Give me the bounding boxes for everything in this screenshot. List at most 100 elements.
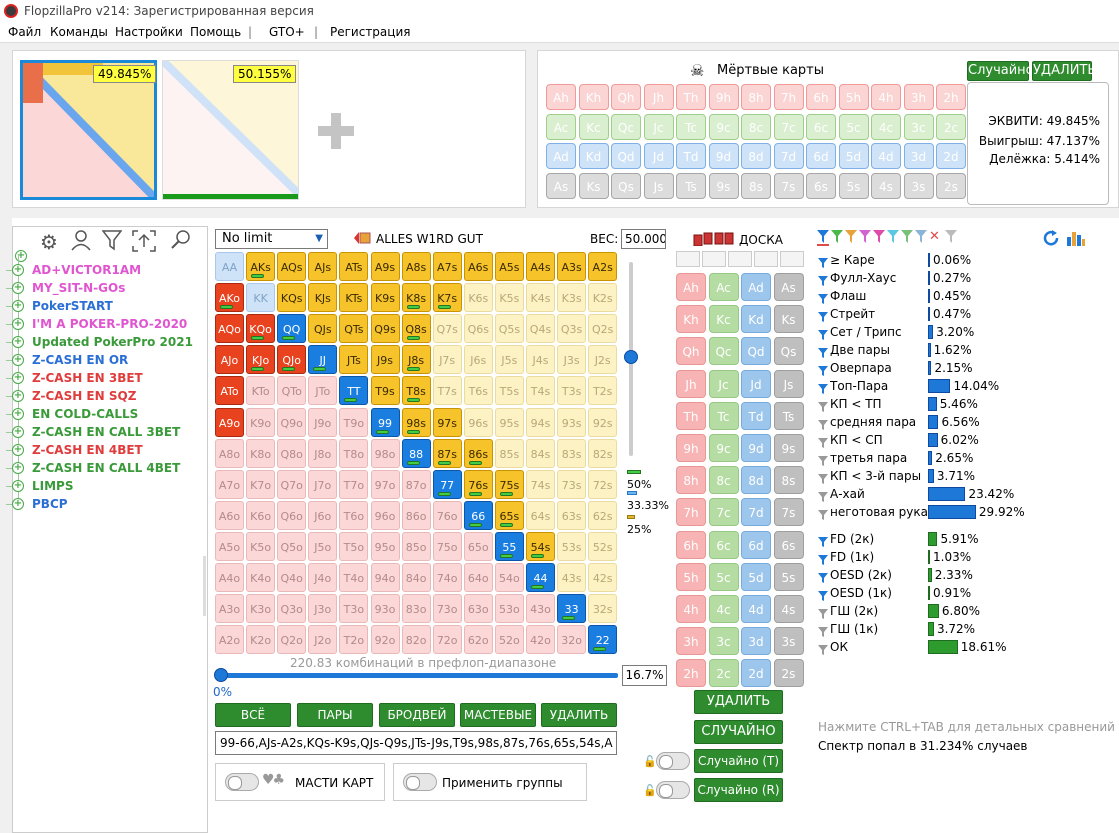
dead-card-Kd[interactable]: Kd bbox=[578, 143, 609, 169]
hand-cell-A7s[interactable]: A7s bbox=[432, 252, 462, 281]
hand-cell-A6o[interactable]: A6o bbox=[215, 500, 244, 530]
dead-card-6d[interactable]: 6d bbox=[806, 143, 836, 169]
funnel-icon[interactable] bbox=[818, 435, 828, 448]
tree-expand-icon[interactable]: + bbox=[12, 264, 24, 276]
hand-cell-K7o[interactable]: K7o bbox=[246, 469, 276, 499]
hand-cell-A8o[interactable]: A8o bbox=[215, 438, 244, 468]
hand-cell-65o[interactable]: 65o bbox=[463, 531, 493, 561]
range-tree-item[interactable]: + PBCP bbox=[6, 495, 68, 513]
dead-card-2d[interactable]: 2d bbox=[936, 143, 966, 169]
stat-row[interactable]: OESD (2к) 2.33% bbox=[818, 566, 1118, 584]
hand-cell-K2s[interactable]: K2s bbox=[588, 283, 618, 313]
stat-row[interactable]: Две пары 1.62% bbox=[818, 341, 1118, 359]
hand-cell-Q5o[interactable]: Q5o bbox=[277, 531, 307, 561]
menu-registration[interactable]: Регистрация bbox=[330, 25, 411, 39]
dead-card-6c[interactable]: 6c bbox=[806, 113, 836, 140]
hand-cell-T3s[interactable]: T3s bbox=[557, 376, 587, 406]
range-tree-item[interactable]: + Updated PokerPro 2021 bbox=[6, 333, 193, 351]
settings-gear-icon[interactable]: ⚙ bbox=[40, 230, 58, 254]
hand-cell-K4o[interactable]: K4o bbox=[246, 563, 276, 592]
dead-card-3c[interactable]: 3c bbox=[903, 113, 934, 140]
board-card-6h[interactable]: 6h bbox=[676, 530, 706, 559]
weight-marker-25[interactable] bbox=[627, 515, 635, 519]
menu-help[interactable]: Помощь bbox=[190, 25, 242, 39]
dead-card-4c[interactable]: 4c bbox=[871, 113, 901, 140]
stat-row[interactable]: КП < СП 6.02% bbox=[818, 431, 1118, 449]
filter-funnel-icon[interactable] bbox=[817, 230, 829, 244]
board-card-8s[interactable]: 8s bbox=[773, 466, 804, 495]
hand-cell-Q6s[interactable]: Q6s bbox=[463, 314, 493, 344]
hand-cell-J3o[interactable]: J3o bbox=[308, 594, 338, 624]
hand-cell-A5s[interactable]: A5s bbox=[494, 252, 524, 281]
hand-cell-43s[interactable]: 43s bbox=[557, 563, 587, 592]
suited-button[interactable]: МАСТЕВЫЕ bbox=[460, 703, 536, 727]
funnel-icon[interactable] bbox=[818, 399, 828, 412]
tree-expand-icon[interactable]: + bbox=[12, 444, 24, 456]
board-card-Tc[interactable]: Tc bbox=[708, 401, 739, 430]
hand-cell-J4s[interactable]: J4s bbox=[526, 345, 555, 375]
tree-expand-icon[interactable]: + bbox=[12, 426, 24, 438]
hand-cell-87o[interactable]: 87o bbox=[401, 469, 431, 499]
funnel-icon[interactable] bbox=[818, 381, 828, 394]
funnel-icon[interactable] bbox=[818, 453, 828, 466]
hand-cell-66[interactable]: 66 bbox=[463, 500, 493, 530]
stat-row[interactable]: ГШ (2к) 6.80% bbox=[818, 602, 1118, 620]
board-card-As[interactable]: As bbox=[773, 273, 804, 301]
hand-cell-T8o[interactable]: T8o bbox=[339, 438, 369, 468]
board-card-8h[interactable]: 8h bbox=[676, 466, 706, 495]
tree-expand-icon[interactable]: + bbox=[12, 336, 24, 348]
hand-cell-AQo[interactable]: AQo bbox=[215, 314, 244, 344]
hand-cell-64s[interactable]: 64s bbox=[526, 500, 555, 530]
board-card-5c[interactable]: 5c bbox=[708, 562, 739, 591]
dead-card-6s[interactable]: 6s bbox=[806, 172, 836, 199]
dead-card-Tc[interactable]: Tc bbox=[676, 113, 706, 140]
board-card-6d[interactable]: 6d bbox=[741, 530, 771, 559]
random-river-button[interactable]: Случайно (R) bbox=[694, 778, 783, 802]
stat-row[interactable]: Флаш 0.45% bbox=[818, 287, 1118, 305]
tree-expand-icon[interactable]: + bbox=[12, 480, 24, 492]
stat-row[interactable]: FD (2к) 5.91% bbox=[818, 530, 1118, 548]
board-card-Qs[interactable]: Qs bbox=[773, 337, 804, 366]
board-card-Jc[interactable]: Jc bbox=[708, 369, 739, 398]
lock-open-icon[interactable]: 🔓 bbox=[643, 784, 657, 797]
dead-card-Ks[interactable]: Ks bbox=[578, 172, 609, 199]
hand-cell-AJs[interactable]: AJs bbox=[308, 252, 338, 281]
filter-funnel-icon[interactable] bbox=[859, 230, 871, 244]
hand-cell-97s[interactable]: 97s bbox=[432, 407, 462, 437]
funnel-icon[interactable] bbox=[818, 255, 828, 268]
hand-cell-86s[interactable]: 86s bbox=[463, 438, 493, 468]
funnel-icon[interactable] bbox=[818, 642, 828, 655]
dead-card-9d[interactable]: 9d bbox=[708, 143, 739, 169]
hand-cell-T6s[interactable]: T6s bbox=[463, 376, 493, 406]
board-card-6s[interactable]: 6s bbox=[773, 530, 804, 559]
hand-cell-93o[interactable]: 93o bbox=[370, 594, 400, 624]
hand-cell-T6o[interactable]: T6o bbox=[339, 500, 369, 530]
board-card-7d[interactable]: 7d bbox=[741, 498, 771, 527]
dead-card-8s[interactable]: 8s bbox=[741, 172, 771, 199]
hand-cell-84o[interactable]: 84o bbox=[401, 563, 431, 592]
hand-cell-54o[interactable]: 54o bbox=[494, 563, 524, 592]
hand-cell-KQo[interactable]: KQo bbox=[246, 314, 276, 344]
search-icon[interactable] bbox=[168, 229, 194, 255]
dead-card-5c[interactable]: 5c bbox=[838, 113, 869, 140]
range-tree-item[interactable]: + LIMPS bbox=[6, 477, 74, 495]
board-card-3d[interactable]: 3d bbox=[741, 627, 771, 656]
hand-cell-83o[interactable]: 83o bbox=[401, 594, 431, 624]
dead-card-Qc[interactable]: Qc bbox=[611, 113, 641, 140]
hand-cell-63o[interactable]: 63o bbox=[463, 594, 493, 624]
dead-card-7h[interactable]: 7h bbox=[773, 84, 804, 110]
funnel-icon[interactable] bbox=[818, 291, 828, 304]
select-all-button[interactable]: ВСЁ bbox=[215, 703, 291, 727]
tree-expand-icon[interactable]: + bbox=[12, 282, 24, 294]
board-random-button[interactable]: СЛУЧАЙНО bbox=[694, 720, 783, 744]
stat-row[interactable]: Оверпара 2.15% bbox=[818, 359, 1118, 377]
funnel-icon[interactable] bbox=[818, 309, 828, 322]
hand-cell-A5o[interactable]: A5o bbox=[215, 531, 244, 561]
board-card-2c[interactable]: 2c bbox=[708, 659, 739, 688]
hand-cell-T7o[interactable]: T7o bbox=[339, 469, 369, 499]
board-card-5h[interactable]: 5h bbox=[676, 562, 706, 591]
stat-row[interactable]: ОК 18.61% bbox=[818, 638, 1118, 656]
hand-cell-62s[interactable]: 62s bbox=[588, 500, 618, 530]
filter-funnel-icon[interactable] bbox=[945, 230, 957, 244]
board-card-Jh[interactable]: Jh bbox=[676, 369, 706, 398]
